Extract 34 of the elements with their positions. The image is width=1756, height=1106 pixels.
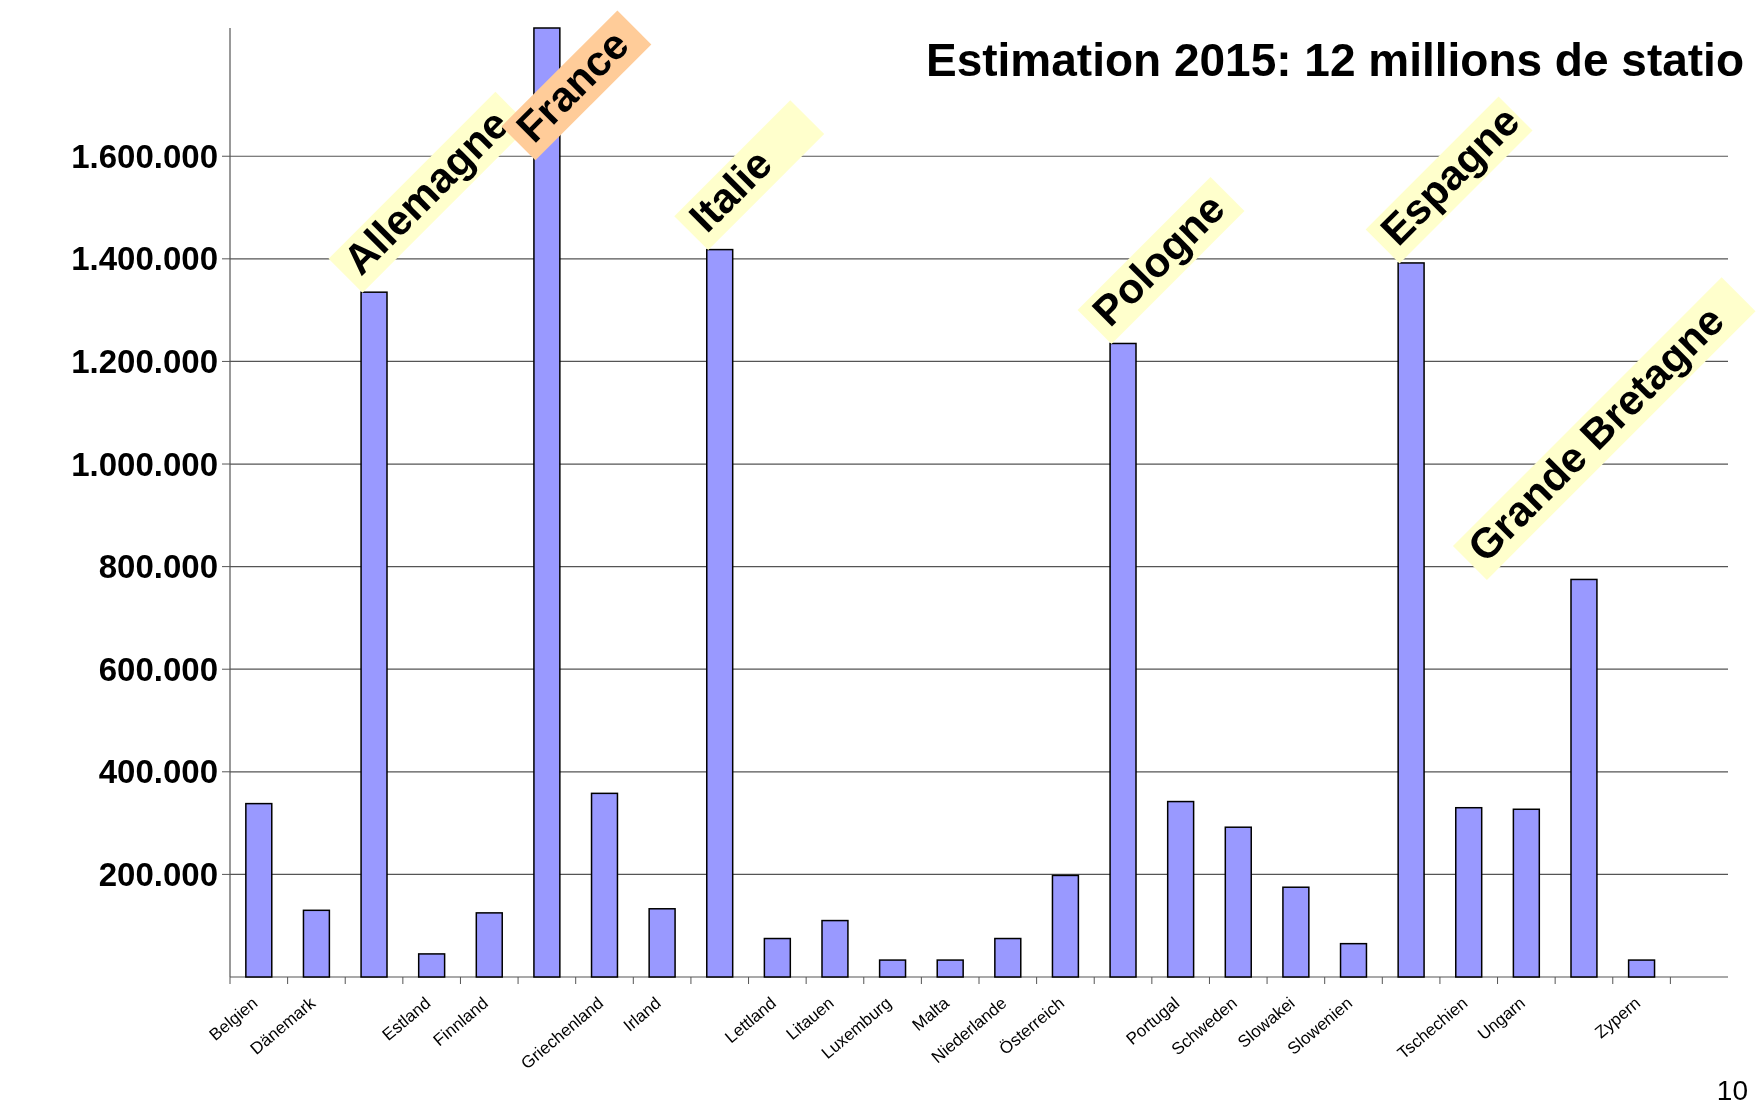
bar xyxy=(763,937,792,978)
bar xyxy=(706,248,734,978)
y-tick-label: 200.000 xyxy=(98,855,218,893)
bar xyxy=(360,291,388,978)
bar xyxy=(1166,800,1195,978)
bar xyxy=(1512,808,1541,978)
bar xyxy=(878,959,907,978)
y-tick-label: 1.200.000 xyxy=(71,342,218,380)
y-tick-label: 400.000 xyxy=(98,753,218,791)
bar xyxy=(417,953,446,978)
bar xyxy=(648,908,676,978)
y-tick-label: 1.600.000 xyxy=(71,137,218,175)
bar xyxy=(1570,578,1598,978)
bar xyxy=(1051,874,1080,978)
bar xyxy=(245,802,273,978)
chart-title: Estimation 2015: 12 millions de statio xyxy=(925,34,1744,86)
bar xyxy=(1339,942,1368,978)
bar xyxy=(1627,959,1656,978)
y-tick-label: 1.400.000 xyxy=(71,240,218,278)
text: 10 xyxy=(1716,1075,1748,1106)
bar xyxy=(1109,342,1137,978)
y-tick-label: 800.000 xyxy=(98,548,218,586)
bar xyxy=(994,937,1022,978)
y-tick-label: 1.000.000 xyxy=(71,445,218,483)
bar xyxy=(475,912,503,978)
bar xyxy=(302,909,331,978)
bar xyxy=(821,919,849,978)
y-tick-label: 600.000 xyxy=(98,650,218,688)
bar xyxy=(590,792,619,978)
bar xyxy=(1282,886,1310,978)
bar xyxy=(1397,262,1425,978)
bar xyxy=(1224,826,1252,978)
bar xyxy=(936,959,964,978)
bar xyxy=(1455,806,1483,978)
